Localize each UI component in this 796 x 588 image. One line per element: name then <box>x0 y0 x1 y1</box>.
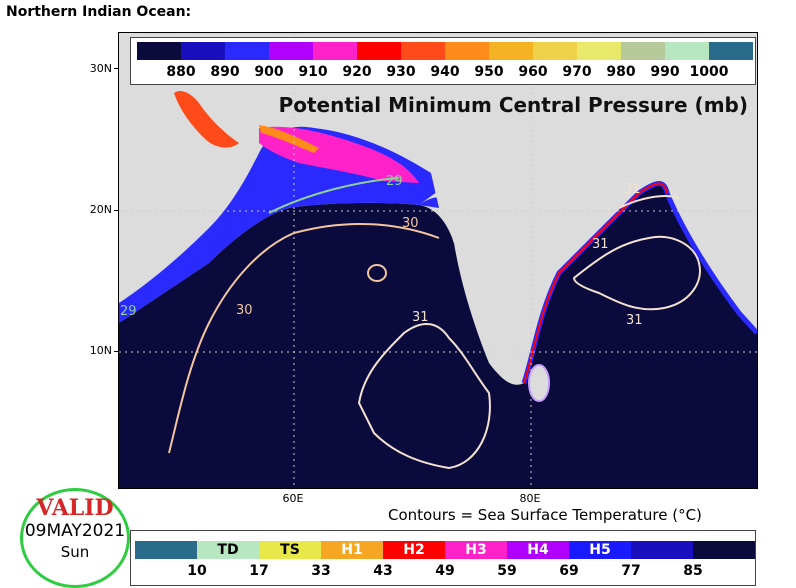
pressure-label: 910 <box>298 64 328 80</box>
intensity-swatch: H3 <box>445 541 507 559</box>
contour-label: 31 <box>624 182 641 197</box>
intensity-number: 49 <box>435 563 455 579</box>
lon-label-80e: 80E <box>519 492 541 505</box>
pressure-swatch <box>533 42 577 60</box>
bengal-coast-red <box>523 182 668 384</box>
pressure-label: 940 <box>430 64 460 80</box>
intensity-swatch <box>693 541 755 559</box>
lat-label-10n: 10N <box>89 344 112 357</box>
map-title: Potential Minimum Central Pressure (mb) <box>278 93 748 117</box>
intensity-number: 69 <box>559 563 579 579</box>
contour-label: 30 <box>236 303 253 318</box>
intensity-swatch: TS <box>259 541 321 559</box>
intensity-swatch: H2 <box>383 541 445 559</box>
pressure-swatch <box>489 42 533 60</box>
pressure-label: 1000 <box>689 64 729 80</box>
pressure-label: 920 <box>342 64 372 80</box>
valid-day: Sun <box>60 543 90 561</box>
pressure-label: 890 <box>210 64 240 80</box>
intensity-number: 43 <box>373 563 393 579</box>
pressure-swatch <box>357 42 401 60</box>
pressure-swatch <box>577 42 621 60</box>
contour-label: 29 <box>120 304 137 319</box>
pressure-label: 960 <box>518 64 548 80</box>
intensity-number: 33 <box>311 563 331 579</box>
intensity-swatch: H4 <box>507 541 569 559</box>
intensity-swatch <box>631 541 693 559</box>
intensity-swatch: H5 <box>569 541 631 559</box>
pressure-label: 880 <box>166 64 196 80</box>
valid-label: VALID <box>36 495 114 521</box>
region-title: Northern Indian Ocean: <box>6 4 192 20</box>
contour-label: 31 <box>592 237 609 252</box>
intensity-swatches: TD TS H1 H2 H3 H4 H5 <box>135 541 755 559</box>
pressure-labels: 880 890 900 910 920 930 940 950 960 970 980 990 1000 <box>137 64 731 80</box>
lat-tick <box>114 351 119 352</box>
intensity-legend: TD TS H1 H2 H3 H4 H5 10 17 33 43 49 59 69 77 85 <box>130 530 756 586</box>
pressure-label: 980 <box>606 64 636 80</box>
pressure-swatch <box>665 42 709 60</box>
sst-contour-30-west <box>168 222 440 454</box>
pressure-label: 900 <box>254 64 284 80</box>
intensity-number: 59 <box>497 563 517 579</box>
sst-contour-small <box>367 264 387 282</box>
pressure-label: 970 <box>562 64 592 80</box>
sri-lanka <box>528 364 550 402</box>
pressure-swatch <box>225 42 269 60</box>
pressure-swatch <box>181 42 225 60</box>
sst-contour-31-north <box>618 195 680 209</box>
pressure-swatch <box>313 42 357 60</box>
valid-date: 09MAY2021 <box>24 521 126 541</box>
intensity-number: 85 <box>683 563 703 579</box>
map-panel <box>118 32 758 489</box>
gulf-band <box>174 91 239 148</box>
contour-label: 31 <box>626 313 643 328</box>
contour-label: 30 <box>402 216 419 231</box>
pressure-label: 930 <box>386 64 416 80</box>
pressure-swatch <box>137 42 181 60</box>
lat-label-20n: 20N <box>89 203 112 216</box>
lat-label-30n: 30N <box>89 62 112 75</box>
map-canvas <box>119 33 757 488</box>
india-land <box>419 183 539 383</box>
intensity-swatch: H1 <box>321 541 383 559</box>
pressure-label: 950 <box>474 64 504 80</box>
pressure-swatch <box>709 42 753 60</box>
sst-contour-31-bengal <box>572 235 701 311</box>
intensity-swatch <box>135 541 197 559</box>
sst-contour-29 <box>268 177 400 214</box>
east-coast-band <box>664 192 757 335</box>
coastal-band-orange <box>259 125 319 153</box>
pressure-legend: 880 890 900 910 920 930 940 950 960 970 980 990 1000 <box>130 37 756 85</box>
caption: Contours = Sea Surface Temperature (°C) <box>388 506 702 524</box>
pressure-swatch <box>621 42 665 60</box>
coastal-band-north <box>119 126 439 323</box>
lon-label-60e: 60E <box>282 492 304 505</box>
pressure-swatch <box>269 42 313 60</box>
pressure-label: 990 <box>650 64 680 80</box>
pressure-swatch <box>401 42 445 60</box>
lat-tick <box>114 68 119 69</box>
intensity-number: 17 <box>249 563 269 579</box>
valid-badge: VALID 09MAY2021 Sun <box>20 488 130 588</box>
intensity-swatch: TD <box>197 541 259 559</box>
contour-label: 29 <box>386 174 403 189</box>
contour-label: 31 <box>412 310 429 325</box>
pressure-swatches <box>137 42 753 60</box>
intensity-number: 77 <box>621 563 641 579</box>
lat-tick <box>114 210 119 211</box>
intensity-number: 10 <box>187 563 207 579</box>
sst-contour-31-arabian <box>357 323 491 470</box>
pressure-swatch <box>445 42 489 60</box>
intensity-numbers: 10 17 33 43 49 59 69 77 85 <box>135 563 724 579</box>
